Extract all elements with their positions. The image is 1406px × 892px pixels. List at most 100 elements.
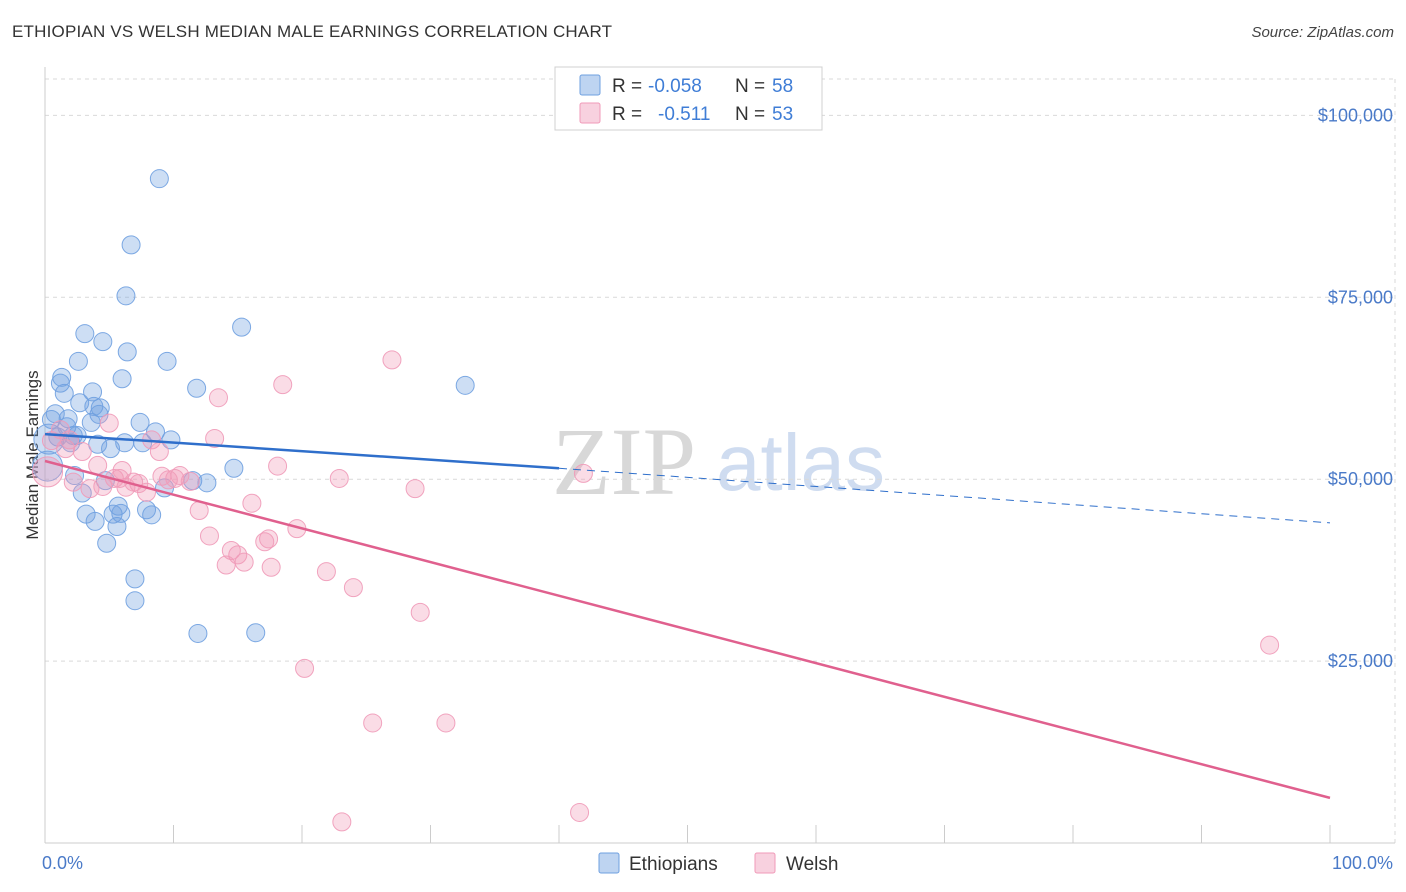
welsh-point-26 <box>199 526 219 546</box>
axes <box>44 67 1395 844</box>
welsh-point-41 <box>329 468 349 488</box>
welsh-points <box>32 350 1280 832</box>
watermark-atlas: atlas <box>716 418 885 507</box>
welsh-point-24 <box>180 471 200 491</box>
ethiopians-point-36 <box>121 235 141 255</box>
welsh-point-8 <box>88 455 108 475</box>
ethiopians-trend-line <box>44 432 560 470</box>
ethiopians-points <box>32 169 475 643</box>
ethiopians-point-50 <box>188 623 208 643</box>
welsh-point-45 <box>405 479 425 499</box>
ethiopians-point-21 <box>85 511 105 531</box>
ethiopians-point-57 <box>88 434 108 454</box>
welsh-point-50 <box>1260 635 1280 655</box>
legend-swatch-welsh <box>579 102 601 124</box>
ethiopians-point-41 <box>137 500 157 520</box>
ethiopians-point-47 <box>161 430 181 450</box>
welsh-point-22 <box>165 468 185 488</box>
y-tick-label-75000: $75,000 <box>1328 287 1393 307</box>
welsh-point-34 <box>255 532 275 552</box>
ethiopians-point-42 <box>142 505 162 525</box>
legend-n-value-ethiopians: 58 <box>772 76 793 97</box>
trend-lines <box>44 432 1331 800</box>
ethiopians-point-35 <box>117 342 137 362</box>
ethiopians-point-33 <box>115 433 135 453</box>
ethiopians-point-34 <box>116 286 136 306</box>
chart-title: ETHIOPIAN VS WELSH MEDIAN MALE EARNINGS … <box>12 22 613 41</box>
ethiopians-point-46 <box>157 351 177 371</box>
y-tick-label-100000: $100,000 <box>1318 105 1393 125</box>
ethiopians-point-14 <box>70 393 90 413</box>
ethiopians-point-5 <box>50 373 70 393</box>
welsh-point-52 <box>259 529 279 549</box>
welsh-point-43 <box>363 713 383 733</box>
series-legend-swatch-ethiopians <box>598 852 620 874</box>
welsh-trend-line <box>44 459 1331 800</box>
welsh-point-28 <box>208 388 228 408</box>
watermark-zip: ZIP <box>552 408 696 515</box>
ethiopians-point-39 <box>130 412 150 432</box>
ethiopians-point-38 <box>125 591 145 611</box>
ethiopians-point-30 <box>108 496 128 516</box>
welsh-point-44 <box>382 350 402 370</box>
source-credit: Source: ZipAtlas.com <box>1251 24 1394 41</box>
welsh-point-31 <box>228 545 248 565</box>
x-tick-label-min: 0.0% <box>42 853 83 873</box>
welsh-point-33 <box>242 493 262 513</box>
welsh-point-32 <box>234 552 254 572</box>
welsh-point-46 <box>410 602 430 622</box>
welsh-point-39 <box>295 658 315 678</box>
legend-n-label-ethiopians: N = <box>735 76 765 97</box>
ethiopians-point-37 <box>125 569 145 589</box>
ethiopians-point-13 <box>68 351 88 371</box>
correlation-legend: R = -0.058 N = 58 R = -0.511 N = 53 <box>554 66 823 131</box>
y-tick-label-50000: $50,000 <box>1328 469 1393 489</box>
ethiopians-point-19 <box>83 382 103 402</box>
ethiopians-point-52 <box>224 458 244 478</box>
welsh-point-42 <box>343 578 363 598</box>
ethiopians-point-16 <box>75 324 95 344</box>
series-legend-swatch-welsh <box>754 852 776 874</box>
ethiopians-point-26 <box>97 533 117 553</box>
welsh-point-10 <box>99 413 119 433</box>
welsh-point-47 <box>436 713 456 733</box>
series-legend-label-welsh: Welsh <box>786 854 838 875</box>
legend-n-value-welsh: 53 <box>772 104 793 125</box>
welsh-point-6 <box>72 442 92 462</box>
welsh-point-21 <box>158 470 178 490</box>
ethiopians-point-51 <box>197 473 217 493</box>
ethiopians-trend-extension <box>558 467 1331 524</box>
series-legend-label-ethiopians: Ethiopians <box>629 854 718 875</box>
ethiopians-point-44 <box>149 169 169 189</box>
legend-n-label-welsh: N = <box>735 104 765 125</box>
legend-r-value-ethiopians: -0.058 <box>648 76 702 97</box>
series-legend: Ethiopians Welsh <box>598 852 838 875</box>
ethiopians-point-32 <box>112 369 132 389</box>
x-tick-label-max: 100.0% <box>1332 853 1393 873</box>
ethiopians-point-6 <box>52 367 72 387</box>
ethiopians-point-54 <box>246 623 266 643</box>
legend-swatch-ethiopians <box>579 74 601 96</box>
legend-r-label-ethiopians: R = <box>612 76 642 97</box>
ethiopians-point-7 <box>54 383 74 403</box>
ethiopians-point-49 <box>187 378 207 398</box>
welsh-point-48 <box>570 802 590 822</box>
ethiopians-point-55 <box>455 375 475 395</box>
welsh-point-23 <box>170 466 190 486</box>
welsh-point-19 <box>149 442 169 462</box>
x-tick-labels: 0.0% 100.0% <box>42 853 1393 873</box>
ethiopians-point-53 <box>232 317 252 337</box>
welsh-point-49 <box>573 463 593 483</box>
ethiopians-point-31 <box>111 503 131 523</box>
welsh-point-9 <box>93 476 113 496</box>
y-tick-labels: $25,000 $50,000 $75,000 $100,000 <box>1318 105 1393 671</box>
legend-r-label-welsh: R = <box>612 104 642 125</box>
welsh-point-37 <box>273 375 293 395</box>
welsh-point-40 <box>316 562 336 582</box>
welsh-point-27 <box>205 428 225 448</box>
ethiopians-point-24 <box>93 332 113 352</box>
legend-r-value-welsh: -0.511 <box>658 104 710 125</box>
welsh-point-36 <box>268 456 288 476</box>
welsh-point-51 <box>332 812 352 832</box>
